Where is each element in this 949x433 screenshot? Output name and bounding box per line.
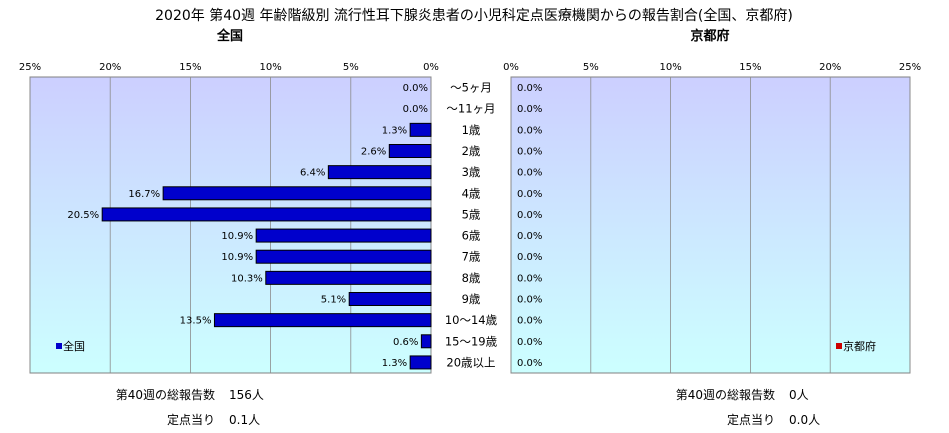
kyoto-data-label: 0.0% [517, 147, 542, 158]
kyoto-data-label: 0.0% [517, 189, 542, 200]
kyoto-data-label: 0.0% [517, 337, 542, 348]
kyoto-x-tick-label: 5% [583, 62, 599, 73]
population-pyramid-chart: 2020年 第40週 年齢階級別 流行性耳下腺炎患者の小児科定点医療機関からの報… [19, 7, 921, 374]
kyoto-data-label: 0.0% [517, 316, 542, 327]
national-bar [213, 313, 432, 328]
national-bar [255, 228, 432, 243]
national-bar [409, 355, 432, 370]
national-total-label: 第40週の総報告数 [115, 388, 215, 402]
kyoto-data-label: 0.0% [517, 210, 542, 221]
age-category-label: 15～19歳 [445, 334, 498, 348]
kyoto-x-tick-label: 25% [899, 62, 921, 73]
age-category-label: 20歳以上 [446, 355, 495, 369]
kyoto-plot-area [510, 76, 911, 374]
national-data-label: 1.3% [382, 125, 407, 136]
national-data-label: 16.7% [128, 189, 160, 200]
kyoto-legend-label: 京都府 [843, 339, 876, 353]
national-panel-title: 全国 [216, 28, 243, 44]
kyoto-data-label: 0.0% [517, 252, 542, 263]
kyoto-legend-swatch [836, 343, 842, 349]
national-bar [420, 334, 432, 349]
age-category-label: 5歳 [462, 207, 481, 221]
national-bar [255, 249, 432, 264]
national-data-label: 1.3% [382, 358, 407, 369]
national-bar [388, 144, 432, 158]
national-x-tick-label: 5% [343, 62, 359, 73]
national-data-label: 20.5% [67, 210, 99, 221]
national-total-value: 156人 [229, 388, 264, 402]
kyoto-data-label: 0.0% [517, 273, 542, 284]
age-category-label: 9歳 [462, 292, 481, 306]
national-x-tick-label: 25% [19, 62, 41, 73]
national-x-tick-label: 0% [423, 62, 439, 73]
kyoto-data-label: 0.0% [517, 231, 542, 242]
kyoto-panel-title: 京都府 [690, 28, 729, 44]
age-category-label: 2歳 [462, 144, 481, 158]
national-bar [162, 186, 432, 201]
national-data-label: 0.6% [393, 337, 418, 348]
national-legend-swatch [56, 343, 62, 349]
national-bar [327, 165, 432, 180]
national-bar [409, 122, 432, 137]
national-bar [101, 207, 432, 222]
national-bar [265, 270, 432, 285]
national-per-site-value: 0.1人 [229, 413, 261, 427]
age-category-label: 1歳 [462, 123, 481, 137]
age-category-label: 10～14歳 [445, 313, 498, 327]
age-category-label: 8歳 [462, 271, 481, 285]
age-category-label: 7歳 [462, 250, 481, 264]
national-data-label: 2.6% [361, 147, 386, 158]
national-bar [348, 292, 432, 306]
national-data-label: 10.9% [221, 252, 253, 263]
kyoto-data-label: 0.0% [517, 358, 542, 369]
national-x-tick-label: 20% [99, 62, 121, 73]
kyoto-data-label: 0.0% [517, 104, 542, 115]
kyoto-x-tick-label: 20% [819, 62, 841, 73]
national-data-label: 6.4% [300, 168, 325, 179]
national-panel: 0% 5% 10% 15% 20% 25% 0.0% 0.0% 1.3% 2.6% 6.4% 16.7… [19, 62, 439, 374]
kyoto-data-label: 0.0% [517, 295, 542, 306]
national-total-row: 第40週の総報告数 156人 [60, 386, 264, 403]
age-category-label: 3歳 [462, 165, 481, 179]
national-legend-label: 全国 [63, 339, 85, 353]
national-data-label: 10.3% [231, 273, 263, 284]
age-category-label: 4歳 [462, 186, 481, 200]
kyoto-x-tick-label: 0% [503, 62, 519, 73]
kyoto-per-site-value: 0.0人 [789, 413, 821, 427]
age-category-label: 6歳 [462, 229, 481, 243]
kyoto-per-site-row: 定点当り 0.0人 [620, 411, 820, 428]
age-category-label: ～11ヶ月 [446, 102, 495, 116]
age-category-label: ～5ヶ月 [450, 81, 492, 95]
national-data-label: 13.5% [180, 316, 212, 327]
national-x-tick-label: 10% [259, 62, 281, 73]
national-data-label: 5.1% [321, 295, 346, 306]
chart-title: 2020年 第40週 年齢階級別 流行性耳下腺炎患者の小児科定点医療機関からの報… [155, 7, 793, 24]
national-per-site-label: 定点当り [166, 413, 215, 427]
kyoto-total-row: 第40週の総報告数 0人 [620, 386, 809, 403]
kyoto-panel: 0% 5% 10% 15% 20% 25% 0.0% 0.0% 0.0% 0.0% 0.0% 0.0%… [503, 62, 921, 374]
national-plot-area [29, 76, 432, 374]
national-data-label: 0.0% [403, 83, 428, 94]
kyoto-total-label: 第40週の総報告数 [675, 388, 775, 402]
kyoto-data-label: 0.0% [517, 83, 542, 94]
kyoto-x-tick-label: 15% [739, 62, 761, 73]
national-per-site-row: 定点当り 0.1人 [60, 411, 260, 428]
national-data-label: 10.9% [221, 231, 253, 242]
age-category-labels: ～5ヶ月 ～11ヶ月 1歳 2歳 3歳 4歳 5歳 6歳 7歳 8歳 9歳 10～14歳 15～19歳 2… [445, 81, 498, 370]
kyoto-per-site-label: 定点当り [726, 413, 775, 427]
kyoto-total-value: 0人 [789, 388, 809, 402]
national-x-tick-label: 15% [179, 62, 201, 73]
kyoto-x-tick-label: 10% [659, 62, 681, 73]
national-data-label: 0.0% [403, 104, 428, 115]
kyoto-data-label: 0.0% [517, 168, 542, 179]
kyoto-data-label: 0.0% [517, 125, 542, 136]
